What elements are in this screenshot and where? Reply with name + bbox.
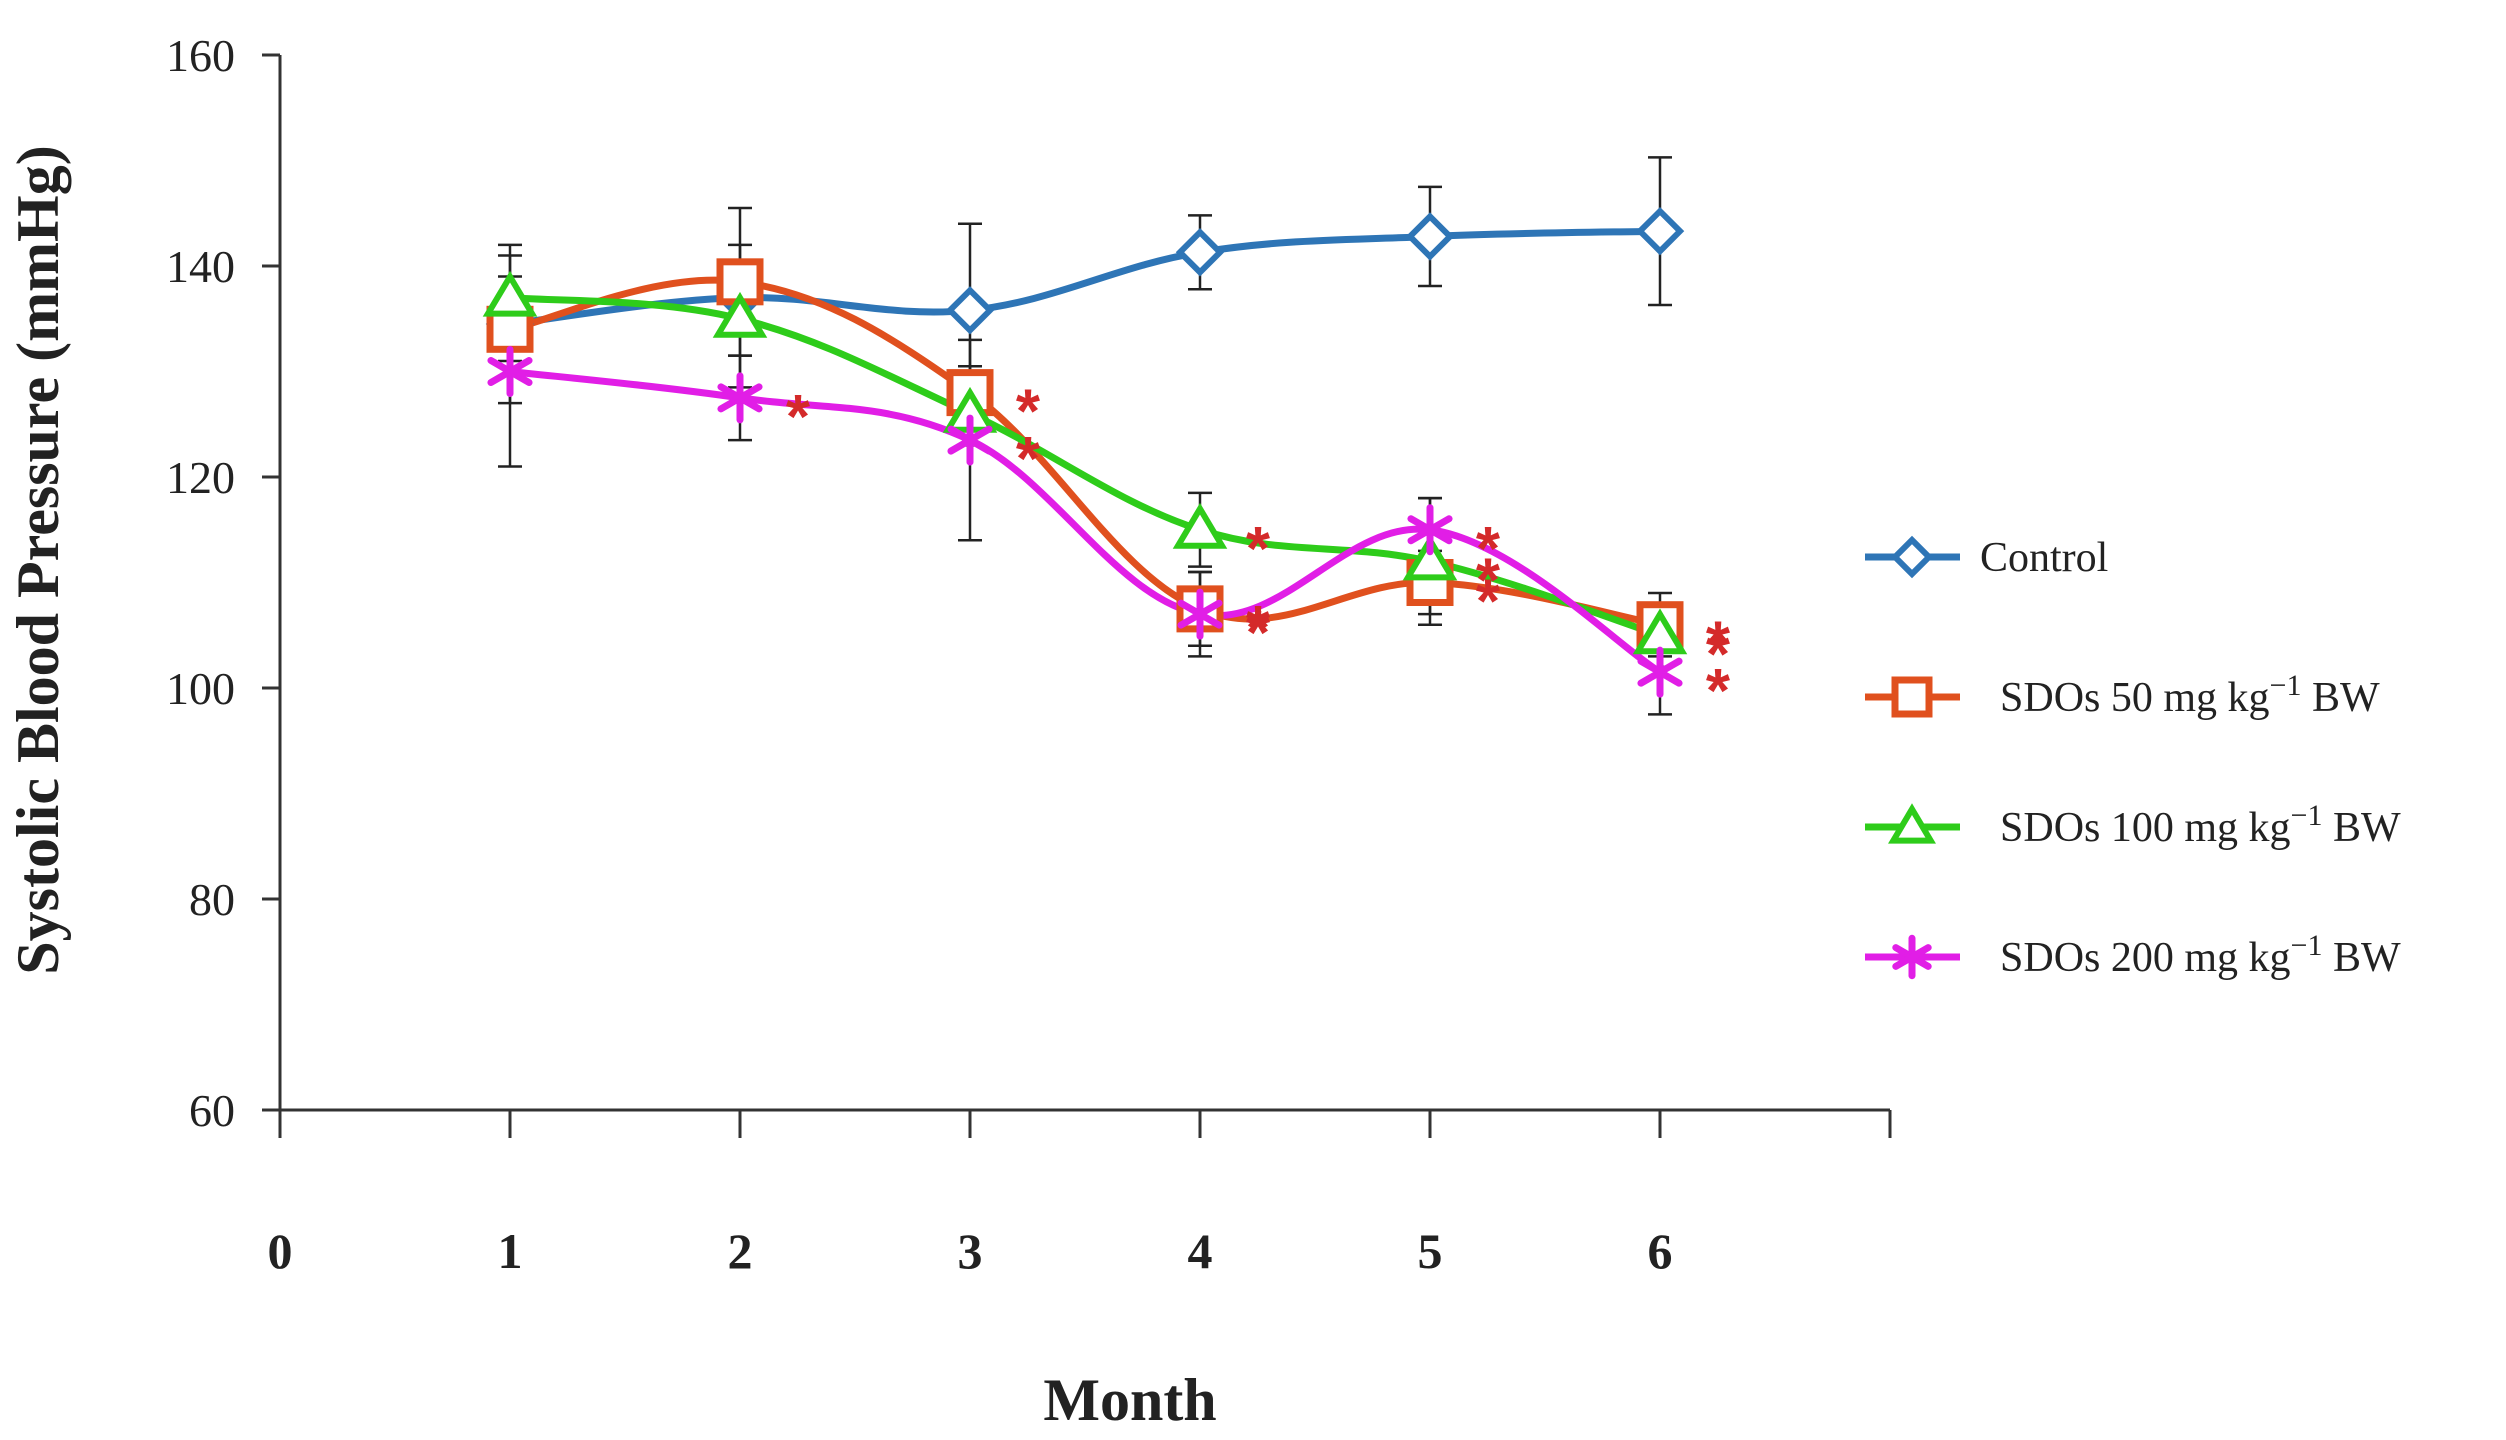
significance-star: * <box>1476 515 1501 584</box>
x-tick-label: 0 <box>268 1223 293 1279</box>
legend-label-unit: BW <box>2322 935 2401 981</box>
legend-label-sup: −1 <box>2270 669 2302 702</box>
x-tick-label: 3 <box>958 1223 983 1279</box>
axes: 60 80 100 120 140 160 0 1 2 3 4 5 6 <box>166 30 1892 1279</box>
significance-stars: ** *** ******* <box>786 378 1731 727</box>
x-axis-title: Month <box>1043 1367 1216 1433</box>
data-point <box>1635 206 1685 256</box>
legend-marker <box>1890 535 1934 579</box>
data-point <box>945 286 995 335</box>
significance-star: * <box>1706 620 1731 689</box>
legend-label: Control <box>1980 535 2108 581</box>
y-tick-label: 100 <box>166 663 235 714</box>
y-tick-label: 60 <box>189 1085 235 1136</box>
y-axis-title: Systolic Blood Pressure (mmHg) <box>5 145 71 974</box>
data-point <box>947 414 993 466</box>
significance-star: * <box>1246 515 1271 584</box>
y-tick-label: 160 <box>166 30 235 81</box>
significance-star: * <box>786 383 811 452</box>
asterisk-stroke <box>1637 657 1683 687</box>
significance-star: * <box>1706 610 1731 679</box>
legend-label-unit: BW <box>2301 675 2380 721</box>
legend-entry: SDOs 200 mg kg−1 BW <box>1865 929 2401 981</box>
legend-entry: SDOs 100 mg kg−1 BW <box>1865 799 2401 851</box>
legend-label-main: Control <box>1980 535 2108 581</box>
legend-label: SDOs 100 mg kg−1 BW <box>2000 799 2401 851</box>
data-point <box>1637 646 1683 698</box>
asterisk-stroke <box>717 383 763 413</box>
asterisk-stroke <box>1177 599 1223 629</box>
data-point <box>1175 228 1225 277</box>
asterisk-stroke <box>487 357 533 386</box>
significance-star: * <box>1246 594 1271 663</box>
y-tick-label: 120 <box>166 452 235 503</box>
series-markers <box>482 206 1688 698</box>
legend-label: SDOs 50 mg kg−1 BW <box>2000 669 2380 721</box>
data-point <box>712 291 768 338</box>
data-point <box>717 372 763 424</box>
series-line <box>509 294 1662 639</box>
data-point <box>1177 588 1223 640</box>
legend-label-unit: BW <box>2322 805 2401 851</box>
legend-label-main: SDOs 50 mg kg <box>2000 675 2270 721</box>
data-point <box>1405 212 1455 261</box>
x-tick-label: 6 <box>1648 1223 1673 1279</box>
series-line <box>509 368 1662 676</box>
legend-entry: Control <box>1865 535 2108 581</box>
legend-entry: SDOs 50 mg kg−1 BW <box>1865 669 2380 721</box>
legend-marker <box>1888 803 1936 844</box>
x-tick-label: 1 <box>498 1223 523 1279</box>
x-tick-label: 4 <box>1188 1223 1213 1279</box>
asterisk-stroke <box>1892 944 1932 970</box>
significance-star: * <box>1706 657 1731 726</box>
significance-star: * <box>1476 546 1501 615</box>
x-tick-label: 2 <box>728 1223 753 1279</box>
x-tick-label: 5 <box>1418 1223 1443 1279</box>
asterisk-stroke <box>1407 515 1453 545</box>
legend-label-main: SDOs 100 mg kg <box>2000 805 2291 851</box>
data-point <box>482 270 538 317</box>
y-tick-label: 140 <box>166 241 235 292</box>
significance-star: * <box>1246 599 1271 668</box>
data-point <box>1407 504 1453 556</box>
data-point <box>1172 502 1228 549</box>
legend-label-sup: −1 <box>2291 929 2323 962</box>
significance-star: * <box>1016 425 1041 494</box>
data-point <box>487 346 533 397</box>
legend-marker <box>1892 934 1932 980</box>
legend-label: SDOs 200 mg kg−1 BW <box>2000 929 2401 981</box>
significance-star: * <box>1016 378 1041 447</box>
y-tick-label: 80 <box>189 874 235 925</box>
series-line <box>509 227 1661 328</box>
significance-star: * <box>1476 568 1501 637</box>
legend-label-sup: −1 <box>2291 799 2323 832</box>
legend-marker <box>1891 676 1933 718</box>
data-point <box>1402 534 1458 581</box>
asterisk-stroke <box>947 425 993 455</box>
legend-label-main: SDOs 200 mg kg <box>2000 935 2291 981</box>
